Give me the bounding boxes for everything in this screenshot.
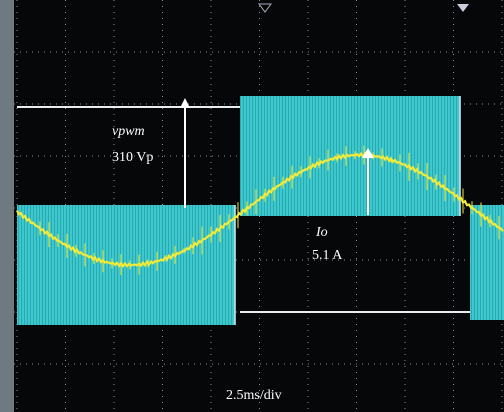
current-value: 5.1 A bbox=[312, 248, 343, 263]
voltage-value: 310 Vp bbox=[112, 150, 153, 165]
bezel bbox=[0, 0, 14, 412]
voltage-label: vpwm bbox=[112, 124, 145, 139]
timebase-label: 2.5ms/div bbox=[226, 388, 282, 403]
current-label: Io bbox=[315, 225, 328, 240]
oscilloscope-screen: vpwm 310 Vp Io 5.1 A 2.5ms/div bbox=[0, 0, 504, 412]
